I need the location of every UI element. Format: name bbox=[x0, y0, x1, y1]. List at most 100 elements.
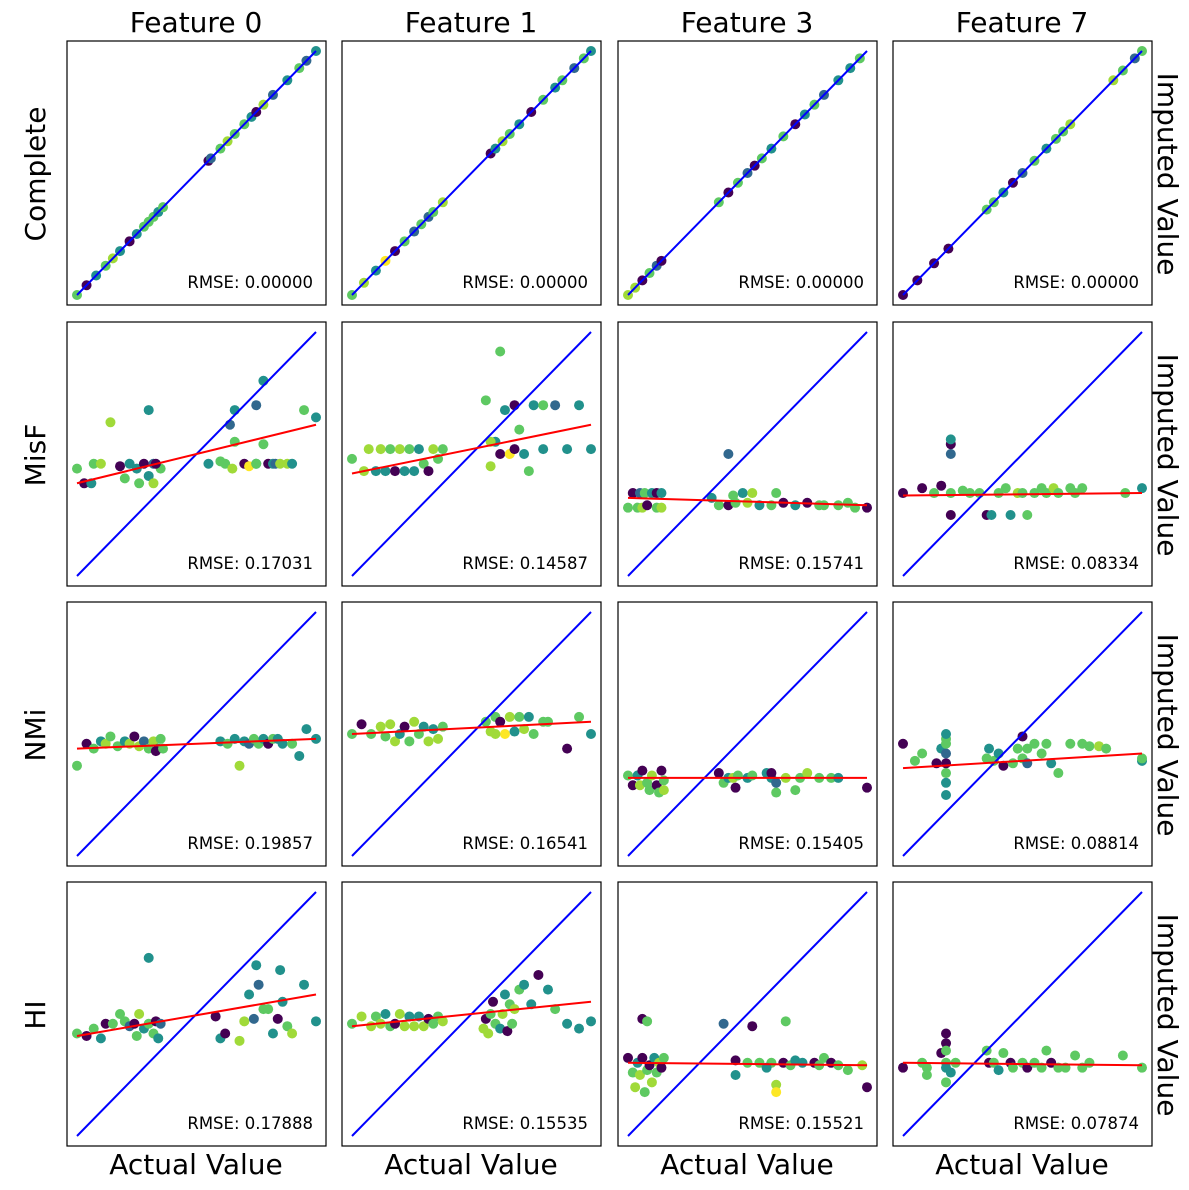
data-point bbox=[134, 1009, 145, 1019]
data-point bbox=[153, 1033, 164, 1044]
data-point bbox=[239, 1016, 250, 1027]
column-title-feature-3: Feature 3 bbox=[681, 6, 814, 39]
data-point bbox=[1022, 1062, 1033, 1073]
data-point bbox=[528, 729, 539, 739]
data-point bbox=[1041, 738, 1052, 749]
panel-misf-feature-1: RMSE: 0.14587 bbox=[341, 321, 602, 587]
data-point bbox=[347, 1018, 357, 1029]
data-point bbox=[251, 458, 262, 469]
rmse-label: RMSE: 0.16541 bbox=[462, 834, 588, 853]
identity-line bbox=[627, 331, 868, 577]
data-point bbox=[993, 1065, 1004, 1076]
data-point bbox=[623, 1052, 633, 1063]
data-point bbox=[423, 466, 434, 477]
rmse-label: RMSE: 0.00000 bbox=[738, 273, 864, 292]
panel-frame bbox=[66, 40, 327, 306]
row-label-nmi: NMi bbox=[19, 709, 52, 762]
rmse-label: RMSE: 0.08334 bbox=[1013, 554, 1139, 573]
data-point bbox=[945, 434, 956, 445]
data-point bbox=[818, 500, 829, 511]
data-point bbox=[627, 488, 638, 499]
rmse-label: RMSE: 0.00000 bbox=[1013, 273, 1139, 292]
data-point bbox=[399, 466, 410, 477]
data-point bbox=[220, 458, 231, 469]
data-point bbox=[538, 444, 549, 455]
panel-complete-feature-0: RMSE: 0.00000 bbox=[66, 40, 327, 306]
data-point bbox=[509, 444, 520, 455]
data-point bbox=[747, 770, 758, 781]
data-point bbox=[385, 719, 396, 730]
data-point bbox=[630, 1082, 641, 1093]
data-point bbox=[1029, 738, 1040, 749]
data-point bbox=[72, 1028, 82, 1039]
data-point bbox=[390, 1018, 401, 1029]
data-point bbox=[404, 444, 415, 455]
data-point bbox=[941, 738, 952, 749]
fit-line bbox=[627, 496, 868, 507]
data-point bbox=[418, 1021, 429, 1032]
data-point bbox=[1084, 1057, 1095, 1068]
data-point bbox=[105, 731, 116, 742]
data-point bbox=[253, 979, 264, 990]
data-point bbox=[275, 965, 286, 976]
panel-frame bbox=[66, 601, 327, 867]
data-point bbox=[718, 1018, 729, 1029]
data-point bbox=[1029, 488, 1040, 499]
data-point bbox=[251, 960, 262, 971]
fit-line bbox=[902, 1061, 1143, 1067]
data-point bbox=[287, 738, 298, 749]
data-point bbox=[124, 458, 135, 469]
data-point bbox=[574, 711, 585, 722]
data-point bbox=[143, 470, 154, 481]
rmse-label: RMSE: 0.19857 bbox=[187, 834, 313, 853]
panel-hi-feature-3: RMSE: 0.15521 bbox=[617, 881, 878, 1147]
data-point bbox=[1007, 758, 1018, 769]
ylabel-right-row-1: Imputed Value bbox=[1151, 73, 1184, 276]
data-point bbox=[586, 444, 596, 455]
data-point bbox=[1017, 731, 1028, 742]
data-point bbox=[941, 1028, 952, 1039]
data-point bbox=[1046, 758, 1057, 769]
identity-line bbox=[351, 331, 592, 577]
data-point bbox=[713, 500, 724, 511]
data-point bbox=[131, 1030, 142, 1041]
data-point bbox=[311, 412, 321, 423]
data-point bbox=[646, 1077, 657, 1088]
data-point bbox=[507, 1018, 518, 1029]
data-point bbox=[363, 444, 374, 455]
data-point bbox=[780, 1016, 791, 1027]
data-point bbox=[909, 755, 920, 766]
data-point bbox=[941, 1045, 952, 1056]
data-point bbox=[311, 1016, 321, 1027]
data-point bbox=[945, 510, 956, 520]
column-title-feature-0: Feature 0 bbox=[130, 6, 263, 39]
data-point bbox=[862, 782, 872, 793]
data-point bbox=[222, 738, 233, 749]
rmse-label: RMSE: 0.08814 bbox=[1013, 834, 1139, 853]
data-point bbox=[143, 405, 154, 416]
data-point bbox=[514, 424, 525, 435]
data-point bbox=[737, 488, 748, 499]
data-point bbox=[639, 1087, 650, 1098]
panel-complete-feature-3: RMSE: 0.00000 bbox=[617, 40, 878, 306]
data-point bbox=[1022, 743, 1033, 754]
data-point bbox=[272, 1013, 283, 1024]
row-label-complete: Complete bbox=[19, 107, 52, 242]
data-point bbox=[790, 785, 801, 796]
data-point bbox=[1084, 741, 1095, 752]
data-point bbox=[399, 721, 410, 732]
data-point bbox=[495, 346, 506, 357]
data-point bbox=[747, 1021, 758, 1032]
fit-line bbox=[902, 492, 1143, 497]
data-point bbox=[998, 1048, 1009, 1059]
panel-misf-feature-3: RMSE: 0.15741 bbox=[617, 321, 878, 587]
data-point bbox=[802, 768, 813, 779]
data-point bbox=[723, 449, 734, 459]
data-point bbox=[234, 760, 245, 771]
data-point bbox=[499, 405, 510, 416]
data-point bbox=[658, 775, 669, 786]
data-point bbox=[287, 458, 298, 469]
data-point bbox=[234, 1035, 245, 1046]
data-point bbox=[642, 500, 653, 511]
